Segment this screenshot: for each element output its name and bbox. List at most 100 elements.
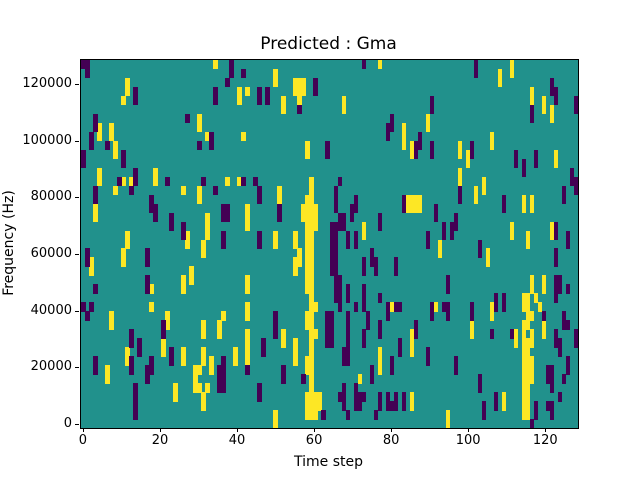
heatmap-cell	[293, 230, 298, 240]
heatmap-cell	[109, 122, 114, 133]
heatmap-cell	[93, 122, 98, 133]
heatmap-cell	[169, 212, 174, 223]
heatmap-cell	[325, 149, 330, 160]
heatmap-cell	[105, 365, 110, 375]
y-tick-label: 80000	[30, 189, 72, 205]
heatmap-cell	[413, 329, 419, 339]
heatmap-cell	[433, 203, 439, 214]
heatmap-cell	[425, 239, 431, 249]
heatmap-cell	[409, 149, 415, 160]
heatmap-cell	[501, 392, 507, 402]
heatmap-cell	[357, 374, 363, 384]
heatmap-cell	[501, 194, 507, 205]
heatmap-cell	[445, 275, 451, 285]
heatmap-cell	[169, 221, 174, 232]
heatmap-cell	[437, 239, 443, 249]
heatmap-cell	[509, 230, 515, 240]
heatmap-cell	[333, 275, 338, 285]
heatmap-cell	[341, 212, 347, 223]
y-tick-label: 60000	[30, 245, 72, 261]
heatmap-cell	[137, 347, 142, 357]
heatmap-cell	[229, 60, 234, 70]
heatmap-cell	[305, 401, 310, 411]
heatmap-cell	[209, 140, 214, 151]
heatmap-cell	[549, 104, 555, 115]
heatmap-cell	[121, 95, 126, 106]
heatmap-cell	[469, 302, 475, 312]
heatmap-cell	[145, 374, 150, 384]
heatmap-cell	[197, 122, 202, 133]
heatmap-cell	[309, 365, 314, 375]
heatmap-cell	[477, 383, 483, 393]
heatmap-cell	[129, 365, 134, 375]
heatmap-cell	[545, 365, 551, 375]
heatmap-cell	[165, 311, 170, 321]
heatmap-cell	[337, 392, 343, 402]
x-tick-label: 80	[382, 433, 400, 448]
heatmap-cell	[201, 347, 206, 357]
heatmap-cell	[377, 221, 383, 232]
heatmap-cell	[121, 248, 126, 258]
heatmap-cell	[373, 266, 379, 276]
heatmap-cell	[245, 356, 250, 366]
heatmap-cell	[121, 176, 126, 187]
heatmap-cell	[277, 212, 282, 223]
heatmap-cell	[93, 365, 98, 375]
heatmap-cell	[469, 311, 475, 321]
heatmap-cell	[445, 410, 451, 420]
heatmap-cell	[357, 401, 363, 411]
heatmap-cell	[273, 410, 278, 420]
heatmap-cell	[401, 140, 407, 151]
heatmap-cell	[413, 203, 419, 214]
heatmap-cell	[245, 302, 250, 312]
heatmap-cell	[385, 122, 391, 133]
heatmap-cell	[189, 266, 194, 276]
heatmap-cell	[425, 113, 431, 124]
heatmap-cell	[549, 410, 555, 420]
heatmap-cell	[413, 149, 419, 160]
heatmap-cell	[193, 365, 198, 375]
heatmap-cell	[333, 194, 338, 205]
heatmap-cell	[93, 212, 98, 223]
heatmap-cell	[125, 86, 130, 97]
heatmap-cell	[401, 131, 407, 142]
heatmap-cell	[329, 338, 334, 348]
heatmap-cell	[353, 383, 359, 393]
heatmap-cell	[89, 266, 94, 276]
heatmap-cell	[565, 284, 571, 294]
heatmap-cell	[445, 419, 451, 428]
heatmap-cell	[197, 365, 202, 375]
heatmap-cell	[353, 239, 359, 249]
heatmap-cell	[181, 347, 186, 357]
heatmap-cell	[133, 401, 138, 411]
heatmap-cell	[409, 347, 415, 357]
heatmap-cell	[509, 60, 515, 70]
heatmap-cell	[329, 230, 334, 240]
heatmap-cell	[365, 320, 371, 330]
y-tick-mark	[75, 423, 79, 425]
heatmap-cell	[245, 86, 250, 97]
heatmap-cell	[393, 266, 399, 276]
heatmap-cell	[333, 266, 338, 276]
heatmap-cell	[309, 302, 314, 312]
heatmap-cell	[309, 320, 314, 330]
heatmap-cell	[193, 374, 198, 384]
heatmap-cell	[245, 203, 250, 214]
heatmap-cell	[457, 149, 463, 160]
heatmap-cell	[345, 311, 351, 321]
heatmap-cell	[305, 212, 310, 223]
heatmap-cell	[573, 185, 578, 196]
heatmap-cell	[309, 212, 314, 223]
heatmap-cell	[369, 365, 375, 375]
heatmap-cell	[133, 410, 138, 420]
heatmap-cell	[229, 68, 234, 79]
heatmap-cell	[573, 95, 578, 106]
heatmap-cell	[493, 293, 499, 303]
heatmap-cell	[93, 185, 98, 196]
heatmap-cell	[497, 68, 503, 79]
heatmap-cell	[477, 239, 483, 249]
x-tick-label: 60	[305, 433, 323, 448]
heatmap-cell	[181, 230, 186, 240]
heatmap-cell	[353, 302, 359, 312]
